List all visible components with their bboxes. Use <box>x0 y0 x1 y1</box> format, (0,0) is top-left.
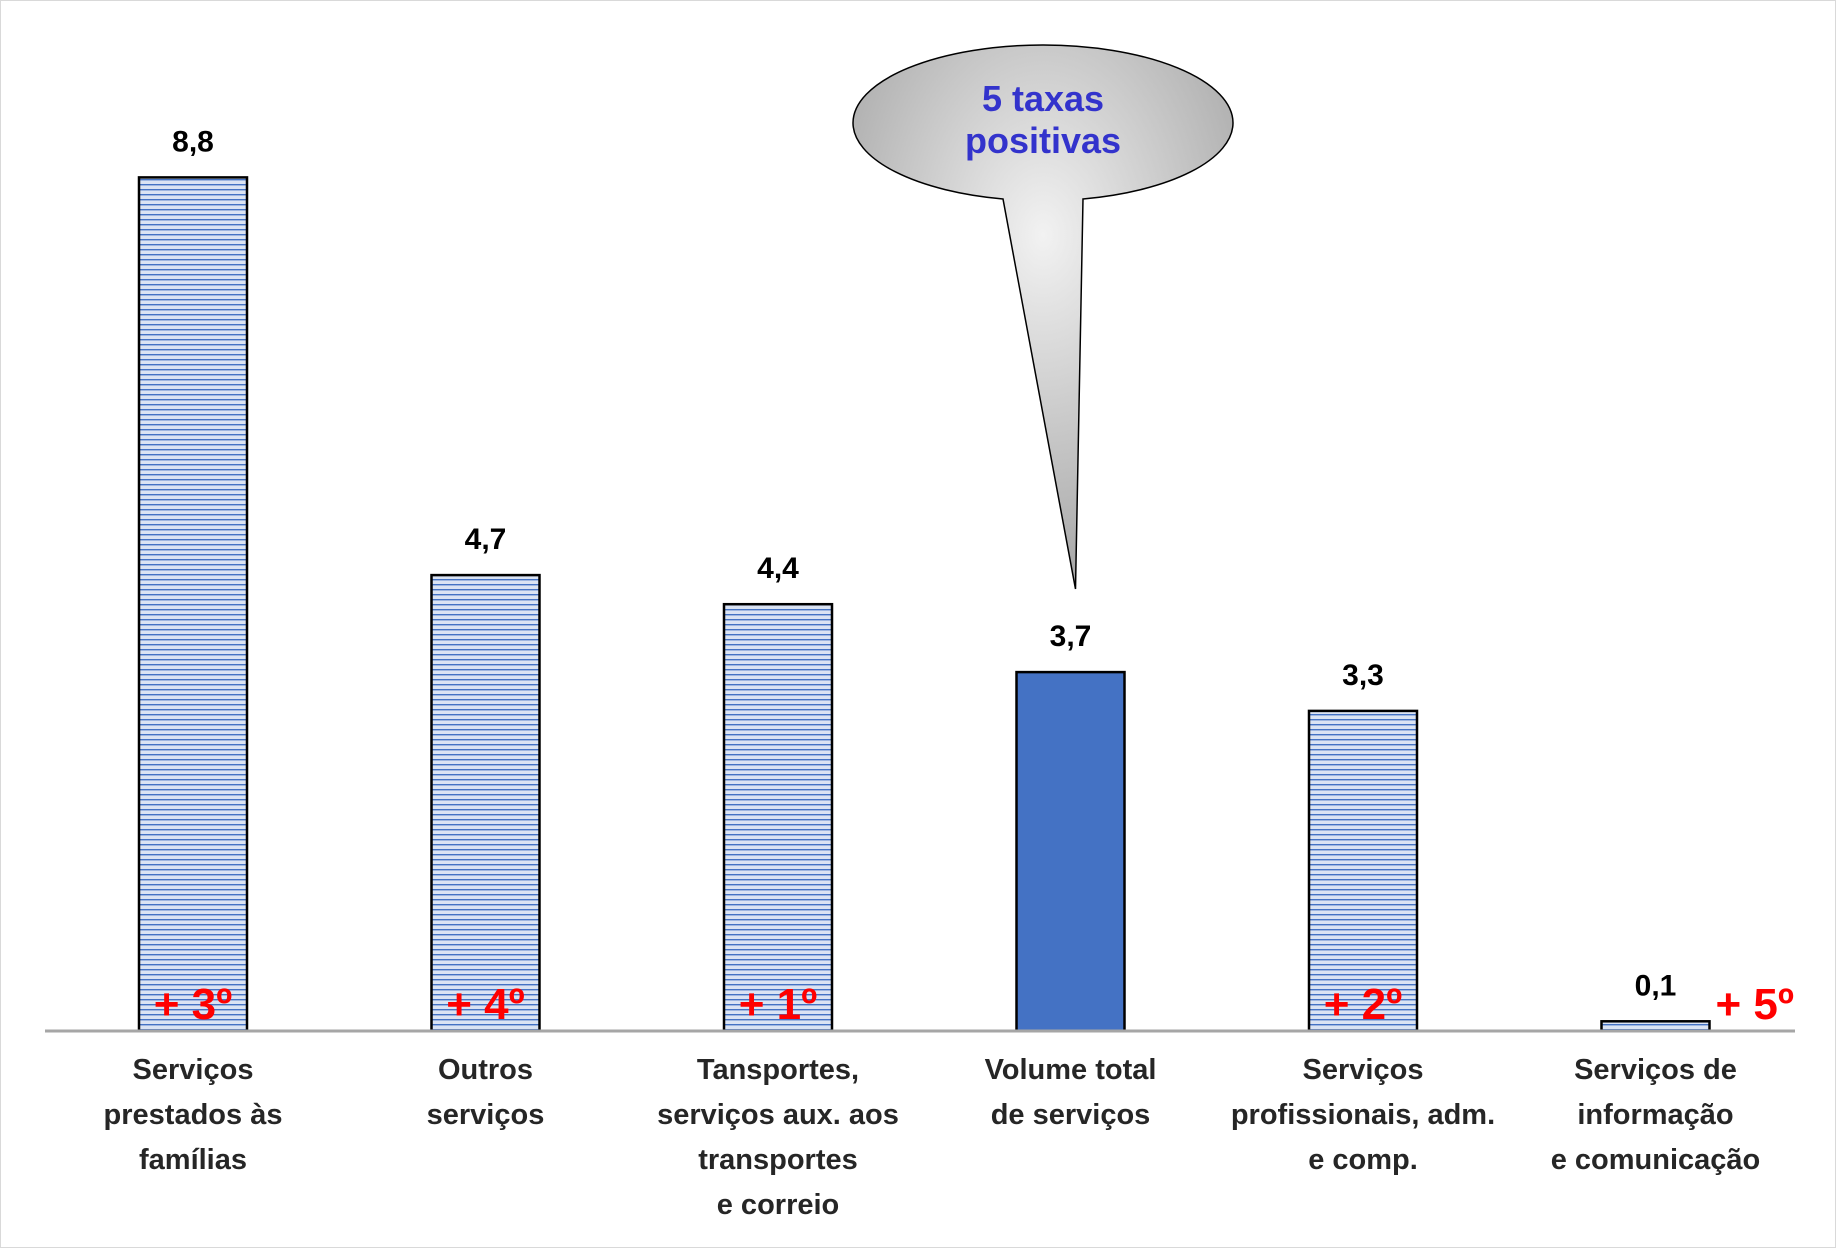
rank-label-6: + 5º <box>1716 980 1794 1029</box>
category-label-6: Serviços de informação e comunicação <box>1551 1054 1761 1176</box>
value-label-2: 4,7 <box>465 523 507 556</box>
value-label-6: 0,1 <box>1635 969 1677 1002</box>
category-label-1: Serviços prestados às famílias <box>104 1054 283 1176</box>
callout-text: 5 taxas positivas <box>965 78 1121 161</box>
rank-label-1: + 3º <box>154 980 232 1029</box>
category-label-5: Serviços profissionais, adm. e comp. <box>1231 1054 1495 1176</box>
rank-label-2: + 4º <box>446 980 524 1029</box>
bar-2 <box>430 573 541 1033</box>
bar-4 <box>1015 670 1126 1033</box>
rank-label-3: + 1º <box>739 980 817 1029</box>
rank-label-5: + 2º <box>1324 980 1402 1029</box>
bar-5 <box>1307 709 1419 1033</box>
value-label-1: 8,8 <box>172 125 214 158</box>
value-label-5: 3,3 <box>1342 659 1384 692</box>
category-label-3: Tansportes, serviços aux. aos transportes e… <box>657 1054 899 1221</box>
category-label-4: Volume total de serviços <box>985 1054 1157 1131</box>
bar-3 <box>722 602 834 1033</box>
bar-1 <box>137 176 249 1033</box>
value-label-4: 3,7 <box>1050 620 1092 653</box>
value-label-3: 4,4 <box>757 552 799 585</box>
category-label-2: Outros serviços <box>427 1054 545 1131</box>
callout-bubble: 5 taxas positivas <box>852 44 1234 590</box>
